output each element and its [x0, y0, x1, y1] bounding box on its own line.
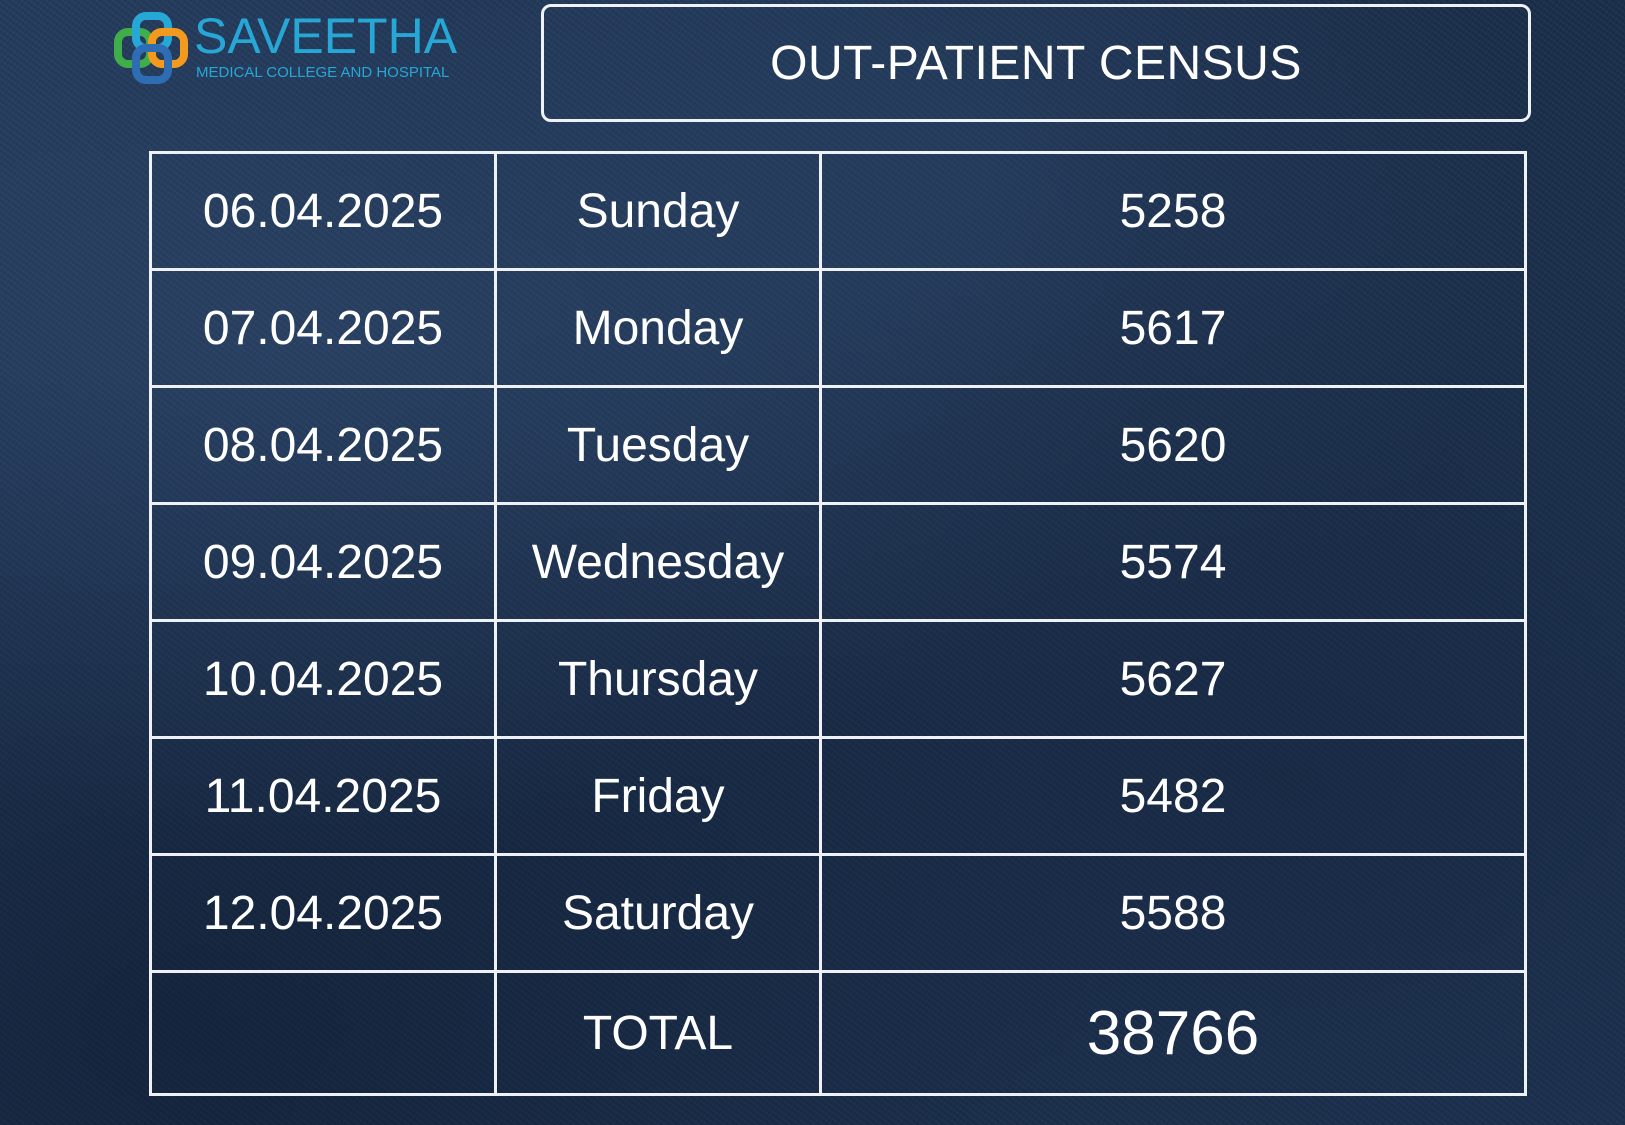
table-row: 07.04.2025 Monday 5617	[149, 268, 1527, 388]
day-cell: Monday	[494, 268, 822, 388]
date-cell: 08.04.2025	[149, 385, 497, 505]
empty-cell	[149, 970, 497, 1096]
count-cell: 5617	[819, 268, 1527, 388]
interlocking-rings-logo-icon	[114, 12, 188, 84]
table-row: 12.04.2025 Saturday 5588	[149, 853, 1527, 973]
date-cell: 07.04.2025	[149, 268, 497, 388]
logo-name: SAVEETHA	[194, 8, 458, 64]
count-cell: 5482	[819, 736, 1527, 856]
title-banner: OUT-PATIENT CENSUS	[541, 4, 1531, 122]
date-cell: 10.04.2025	[149, 619, 497, 739]
day-cell: Saturday	[494, 853, 822, 973]
table-row: 06.04.2025 Sunday 5258	[149, 151, 1527, 271]
day-cell: Thursday	[494, 619, 822, 739]
table-row: 08.04.2025 Tuesday 5620	[149, 385, 1527, 505]
total-label: TOTAL	[494, 970, 822, 1096]
total-count: 38766	[819, 970, 1527, 1096]
table-row: 10.04.2025 Thursday 5627	[149, 619, 1527, 739]
date-cell: 09.04.2025	[149, 502, 497, 622]
count-cell: 5627	[819, 619, 1527, 739]
day-cell: Wednesday	[494, 502, 822, 622]
count-cell: 5620	[819, 385, 1527, 505]
total-row: TOTAL 38766	[149, 970, 1527, 1096]
day-cell: Tuesday	[494, 385, 822, 505]
logo-subtitle: MEDICAL COLLEGE AND HOSPITAL	[196, 64, 450, 81]
count-cell: 5258	[819, 151, 1527, 271]
census-table: 06.04.2025 Sunday 5258 07.04.2025 Monday…	[149, 151, 1527, 1096]
date-cell: 06.04.2025	[149, 151, 497, 271]
day-cell: Sunday	[494, 151, 822, 271]
date-cell: 12.04.2025	[149, 853, 497, 973]
count-cell: 5574	[819, 502, 1527, 622]
day-cell: Friday	[494, 736, 822, 856]
table-row: 11.04.2025 Friday 5482	[149, 736, 1527, 856]
page-title: OUT-PATIENT CENSUS	[770, 36, 1302, 90]
date-cell: 11.04.2025	[149, 736, 497, 856]
table-row: 09.04.2025 Wednesday 5574	[149, 502, 1527, 622]
hospital-logo: SAVEETHA MEDICAL COLLEGE AND HOSPITAL	[114, 6, 484, 86]
count-cell: 5588	[819, 853, 1527, 973]
